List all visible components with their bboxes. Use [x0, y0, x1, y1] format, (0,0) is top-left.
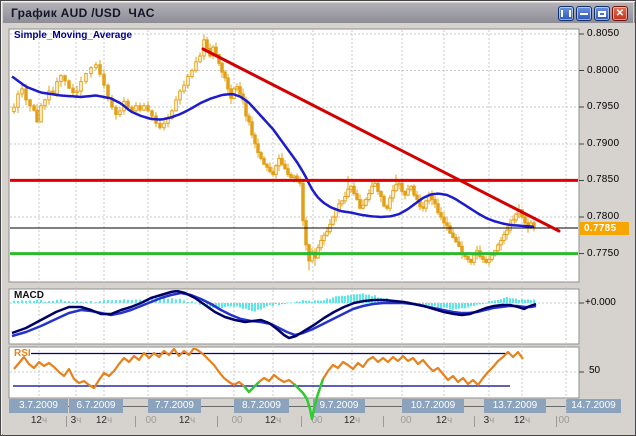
- close-button[interactable]: ✕: [612, 6, 628, 21]
- close-icon: ✕: [615, 7, 625, 19]
- pause-icon: [561, 10, 571, 17]
- maximize-button[interactable]: [594, 6, 610, 21]
- minimize-button[interactable]: [576, 6, 592, 21]
- window-controls: ✕: [558, 6, 628, 21]
- pause-button[interactable]: [558, 6, 574, 21]
- minimize-icon: [580, 12, 588, 15]
- chart-client-area[interactable]: [3, 23, 635, 435]
- maximize-icon: [598, 10, 606, 17]
- window-title: График AUD /USD ЧАС: [11, 6, 155, 20]
- titlebar[interactable]: График AUD /USD ЧАС ✕: [3, 3, 633, 23]
